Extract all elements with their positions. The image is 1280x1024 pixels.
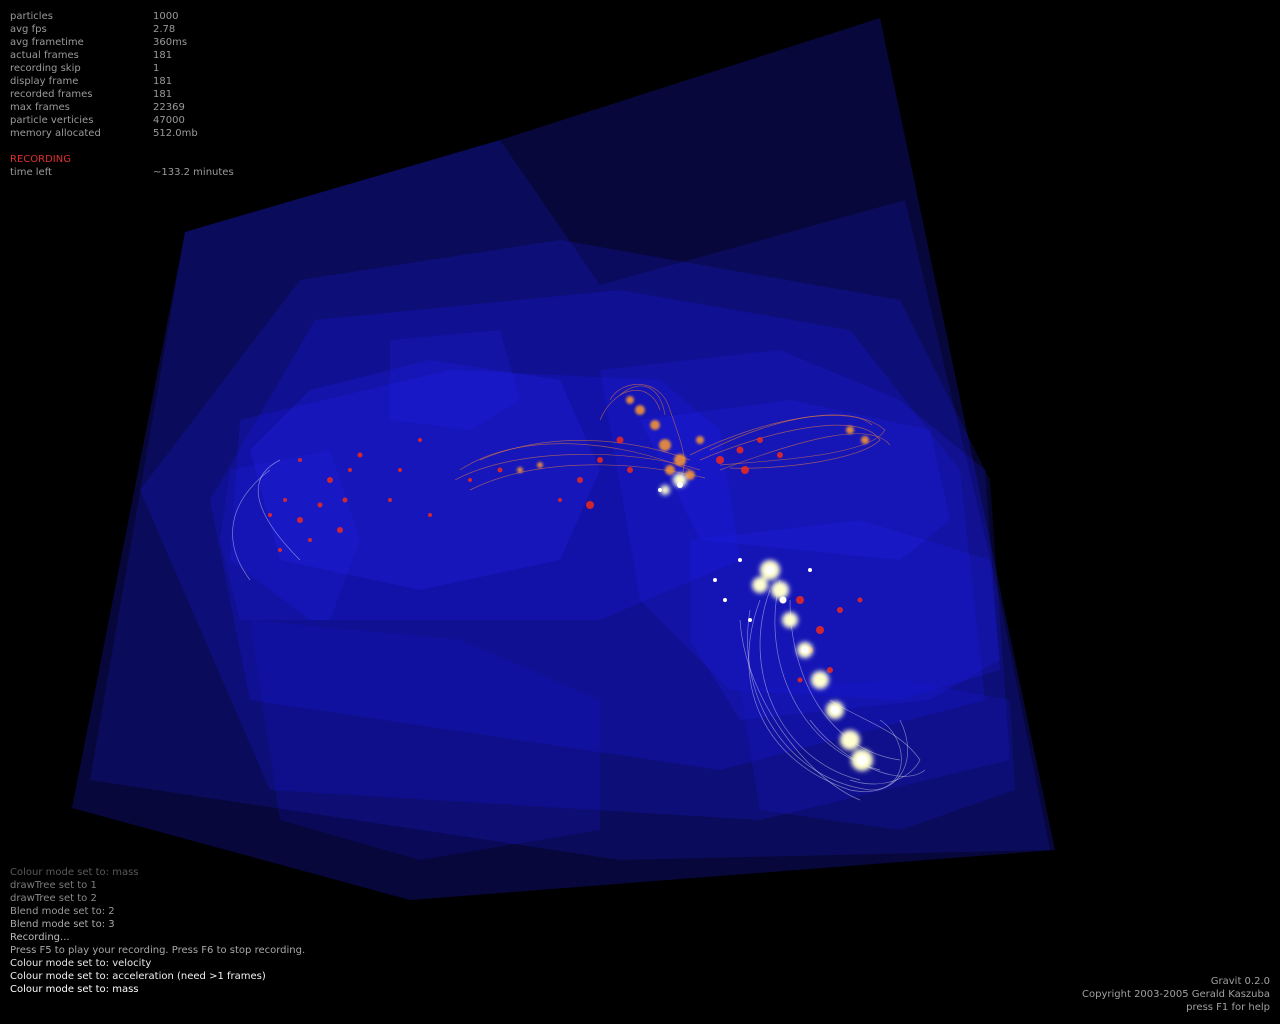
log-line: Blend mode set to: 3 bbox=[10, 919, 115, 930]
log-line: Colour mode set to: mass bbox=[10, 867, 139, 878]
stat-label: avg fps bbox=[10, 24, 47, 35]
stat-value: 2.78 bbox=[153, 24, 176, 35]
stat-value: 47000 bbox=[153, 115, 185, 126]
stat-label: display frame bbox=[10, 76, 79, 87]
recording-status: RECORDING bbox=[10, 154, 71, 165]
stat-row: actual frames 181 bbox=[10, 49, 234, 62]
stat-label: max frames bbox=[10, 102, 70, 113]
stat-value: 1000 bbox=[153, 11, 179, 22]
log-line: Press F5 to play your recording. Press F… bbox=[10, 945, 306, 956]
stat-value: 181 bbox=[153, 76, 173, 87]
log-line: Colour mode set to: acceleration (need >… bbox=[10, 971, 266, 982]
stat-row: max frames 22369 bbox=[10, 101, 234, 114]
log-line: Blend mode set to: 2 bbox=[10, 906, 115, 917]
stat-label: particles bbox=[10, 11, 53, 22]
log-line: Colour mode set to: velocity bbox=[10, 958, 152, 969]
stat-label: avg frametime bbox=[10, 37, 84, 48]
stat-label: actual frames bbox=[10, 50, 79, 61]
octree-box bbox=[390, 330, 520, 430]
octree-box bbox=[90, 140, 1050, 860]
log-line: drawTree set to 1 bbox=[10, 880, 97, 891]
octree-box bbox=[250, 360, 600, 590]
stat-row: particles 1000 bbox=[10, 10, 234, 23]
stat-value: 181 bbox=[153, 89, 173, 100]
stat-value: 181 bbox=[153, 50, 173, 61]
stat-row: avg fps 2.78 bbox=[10, 23, 234, 36]
time-left-value: ~133.2 minutes bbox=[153, 167, 234, 178]
octree-box bbox=[72, 18, 1055, 900]
stat-label: recorded frames bbox=[10, 89, 93, 100]
octree-box bbox=[210, 290, 985, 770]
stat-label: recording skip bbox=[10, 63, 81, 74]
time-left-label: time left bbox=[10, 167, 52, 178]
stat-row: display frame 181 bbox=[10, 75, 234, 88]
copyright-label: Copyright 2003-2005 Gerald Kaszuba bbox=[1082, 989, 1270, 1000]
stat-value: 1 bbox=[153, 63, 160, 74]
stat-row: recording skip 1 bbox=[10, 62, 234, 75]
octree-box bbox=[250, 620, 600, 860]
octree-box bbox=[230, 370, 740, 620]
stat-row: recorded frames 181 bbox=[10, 88, 234, 101]
log-line: drawTree set to 2 bbox=[10, 893, 97, 904]
version-label: Gravit 0.2.0 bbox=[1210, 976, 1270, 987]
octree-box bbox=[140, 240, 1010, 820]
octree-box bbox=[740, 680, 1015, 830]
stat-label: particle verticies bbox=[10, 115, 94, 126]
stat-value: 22369 bbox=[153, 102, 185, 113]
octree-box bbox=[640, 400, 950, 560]
help-hint: press F1 for help bbox=[1186, 1002, 1270, 1013]
stat-row: avg frametime 360ms bbox=[10, 36, 234, 49]
stat-label: memory allocated bbox=[10, 128, 101, 139]
octree-box bbox=[220, 450, 360, 620]
credits: Gravit 0.2.0 Copyright 2003-2005 Gerald … bbox=[1082, 975, 1270, 1014]
log-line: Recording... bbox=[10, 932, 70, 943]
stat-value: 512.0mb bbox=[153, 128, 198, 139]
time-left-row: time left ~133.2 minutes bbox=[10, 166, 234, 179]
stat-row: memory allocated 512.0mb bbox=[10, 127, 234, 140]
stat-row: particle verticies 47000 bbox=[10, 114, 234, 127]
particles bbox=[268, 396, 873, 771]
stats-panel: particles 1000 avg fps 2.78 avg frametime 360… bbox=[10, 10, 234, 179]
log-line: Colour mode set to: mass bbox=[10, 984, 139, 995]
message-log: Colour mode set to: mass drawTree set to … bbox=[10, 866, 305, 996]
stat-value: 360ms bbox=[153, 37, 188, 48]
